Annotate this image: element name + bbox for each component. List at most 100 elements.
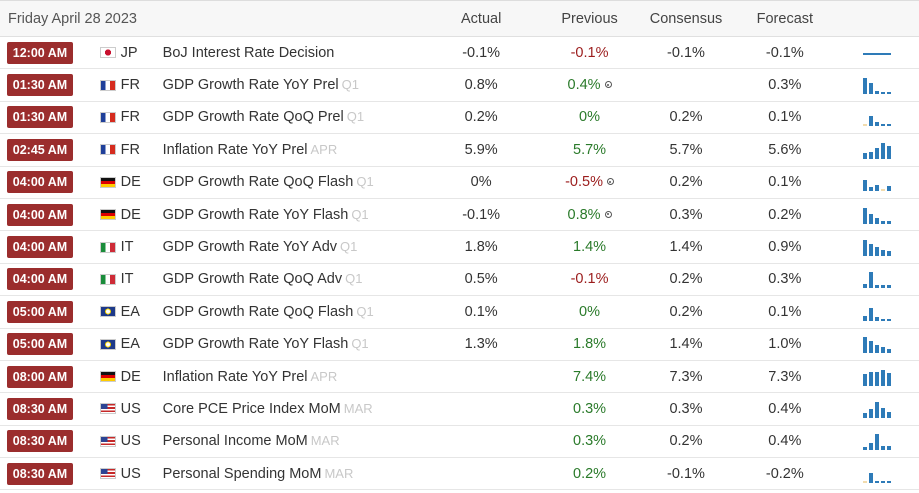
event-name[interactable]: GDP Growth Rate YoY Adv bbox=[162, 239, 338, 256]
event-name[interactable]: GDP Growth Rate QoQ Adv bbox=[162, 271, 343, 288]
sparkline-chart[interactable] bbox=[862, 432, 891, 451]
sparkline-bar bbox=[886, 251, 891, 257]
sparkline-chart[interactable] bbox=[862, 238, 891, 257]
previous-cell: 0.3% bbox=[542, 433, 638, 449]
table-row[interactable]: 04:00 AM IT GDP Growth Rate QoQ Adv Q1 0.… bbox=[0, 263, 919, 297]
sparkline-chart[interactable] bbox=[862, 173, 891, 192]
event-name[interactable]: GDP Growth Rate YoY Prel bbox=[162, 77, 339, 94]
event-reference: APR bbox=[310, 141, 338, 157]
forecast-value: 0.1% bbox=[768, 174, 802, 191]
table-row[interactable]: 08:30 AM US Personal Income MoM MAR 0.3% … bbox=[0, 425, 919, 459]
event-name[interactable]: BoJ Interest Rate Decision bbox=[162, 44, 335, 61]
country-code: FR bbox=[120, 109, 140, 126]
event-name[interactable]: GDP Growth Rate QoQ Flash bbox=[162, 303, 354, 320]
sparkline-bar bbox=[886, 145, 891, 159]
revised-icon[interactable] bbox=[604, 210, 612, 218]
sparkline-bar bbox=[880, 124, 885, 127]
table-row[interactable]: 08:30 AM US Personal Spending MoM MAR 0.2… bbox=[0, 458, 919, 491]
time-badge[interactable]: 01:30 AM bbox=[7, 106, 73, 129]
event-name[interactable]: Core PCE Price Index MoM bbox=[162, 400, 341, 417]
previous-cell: -0.5% bbox=[542, 174, 638, 190]
event-name[interactable]: Inflation Rate YoY Prel bbox=[162, 141, 308, 158]
sparkline-bar bbox=[862, 315, 867, 321]
sparkline-chart[interactable] bbox=[862, 400, 891, 418]
event-reference: MAR bbox=[310, 433, 340, 449]
country-code: JP bbox=[120, 44, 138, 61]
previous-cell: 5.7% bbox=[542, 142, 638, 158]
consensus-value: 0.2% bbox=[669, 174, 703, 191]
time-badge[interactable]: 04:00 AM bbox=[7, 203, 73, 226]
event-cell: GDP Growth Rate YoY Flash Q1 bbox=[163, 336, 421, 352]
forecast-value: 0.3% bbox=[768, 77, 802, 94]
col-previous[interactable]: Previous bbox=[561, 10, 618, 27]
sparkline-chart[interactable] bbox=[862, 206, 891, 224]
time-badge[interactable]: 05:00 AM bbox=[7, 300, 73, 323]
table-row[interactable]: 05:00 AM EA GDP Growth Rate YoY Flash Q1 … bbox=[0, 328, 919, 361]
time-badge[interactable]: 04:00 AM bbox=[7, 236, 73, 259]
time-badge[interactable]: 08:30 AM bbox=[7, 430, 73, 453]
sparkline-bar bbox=[868, 371, 873, 386]
sparkline-chart[interactable] bbox=[862, 76, 891, 95]
table-row[interactable]: 12:00 AM JP BoJ Interest Rate Decision -… bbox=[0, 37, 919, 70]
table-row[interactable]: 08:30 AM US Core PCE Price Index MoM MAR … bbox=[0, 393, 919, 426]
time-badge[interactable]: 04:00 AM bbox=[7, 171, 73, 194]
sparkline-bar bbox=[880, 347, 885, 354]
sparkline-cell bbox=[835, 270, 919, 289]
time-badge[interactable]: 02:45 AM bbox=[7, 138, 73, 161]
event-reference: Q1 bbox=[356, 174, 374, 190]
sparkline-chart[interactable] bbox=[862, 303, 891, 321]
table-row[interactable]: 04:00 AM IT GDP Growth Rate YoY Adv Q1 1.… bbox=[0, 231, 919, 264]
time-cell: 04:00 AM bbox=[0, 203, 100, 226]
sparkline-chart[interactable] bbox=[862, 368, 891, 386]
sparkline-bar bbox=[868, 341, 873, 354]
time-badge[interactable]: 12:00 AM bbox=[7, 41, 73, 64]
time-badge[interactable]: 04:00 AM bbox=[7, 268, 73, 291]
col-actual[interactable]: Actual bbox=[461, 10, 502, 27]
table-row[interactable]: 02:45 AM FR Inflation Rate YoY Prel APR 5… bbox=[0, 134, 919, 167]
event-name[interactable]: GDP Growth Rate QoQ Prel bbox=[162, 109, 344, 126]
table-row[interactable]: 04:00 AM DE GDP Growth Rate QoQ Flash Q1 … bbox=[0, 166, 919, 199]
table-row[interactable]: 08:00 AM DE Inflation Rate YoY Prel APR 7… bbox=[0, 360, 919, 394]
sparkline-chart[interactable] bbox=[862, 44, 891, 62]
sparkline-chart[interactable] bbox=[862, 108, 891, 127]
col-consensus[interactable]: Consensus bbox=[649, 10, 723, 27]
revised-icon[interactable] bbox=[604, 81, 612, 89]
sparkline-bar bbox=[886, 349, 891, 354]
table-row[interactable]: 01:30 AM FR GDP Growth Rate QoQ Prel Q1 0… bbox=[0, 101, 919, 135]
event-name[interactable]: Personal Income MoM bbox=[162, 433, 308, 450]
actual-value: 5.9% bbox=[464, 141, 498, 158]
time-badge[interactable]: 05:00 AM bbox=[7, 333, 73, 356]
previous-value: 0.4% bbox=[567, 77, 601, 94]
sparkline-bar bbox=[862, 240, 867, 257]
revised-icon[interactable] bbox=[606, 178, 614, 186]
sparkline-chart[interactable] bbox=[862, 270, 891, 289]
sparkline-bar bbox=[874, 217, 879, 224]
event-name[interactable]: Inflation Rate YoY Prel bbox=[162, 368, 308, 385]
time-badge[interactable]: 08:00 AM bbox=[7, 365, 73, 388]
time-badge[interactable]: 08:30 AM bbox=[7, 397, 73, 420]
sparkline-chart[interactable] bbox=[862, 141, 891, 159]
table-row[interactable]: 05:00 AM EA GDP Growth Rate QoQ Flash Q1 … bbox=[0, 296, 919, 329]
table-row[interactable]: 01:30 AM FR GDP Growth Rate YoY Prel Q1 0… bbox=[0, 69, 919, 102]
country-cell: FR bbox=[99, 142, 163, 158]
event-name[interactable]: Personal Spending MoM bbox=[162, 465, 322, 482]
event-name[interactable]: GDP Growth Rate YoY Flash bbox=[162, 336, 349, 353]
table-row[interactable]: 04:00 AM DE GDP Growth Rate YoY Flash Q1 … bbox=[0, 198, 919, 232]
sparkline-flat-line bbox=[862, 52, 891, 55]
country-cell: EA bbox=[99, 336, 163, 352]
previous-value: -0.5% bbox=[565, 174, 603, 191]
sparkline-chart[interactable] bbox=[862, 465, 891, 483]
forecast-value: 0.4% bbox=[768, 400, 802, 417]
previous-cell: 0.2% bbox=[542, 466, 638, 482]
consensus-value: 0.2% bbox=[669, 109, 703, 126]
event-reference: APR bbox=[310, 368, 338, 384]
event-name[interactable]: GDP Growth Rate YoY Flash bbox=[162, 206, 349, 223]
sparkline-chart[interactable] bbox=[862, 335, 891, 354]
sparkline-bar bbox=[868, 116, 873, 127]
country-code: DE bbox=[120, 368, 141, 385]
col-forecast[interactable]: Forecast bbox=[756, 10, 814, 27]
time-badge[interactable]: 08:30 AM bbox=[7, 462, 73, 485]
event-name[interactable]: GDP Growth Rate QoQ Flash bbox=[162, 174, 354, 191]
sparkline-bar bbox=[862, 78, 867, 95]
time-badge[interactable]: 01:30 AM bbox=[7, 74, 73, 97]
